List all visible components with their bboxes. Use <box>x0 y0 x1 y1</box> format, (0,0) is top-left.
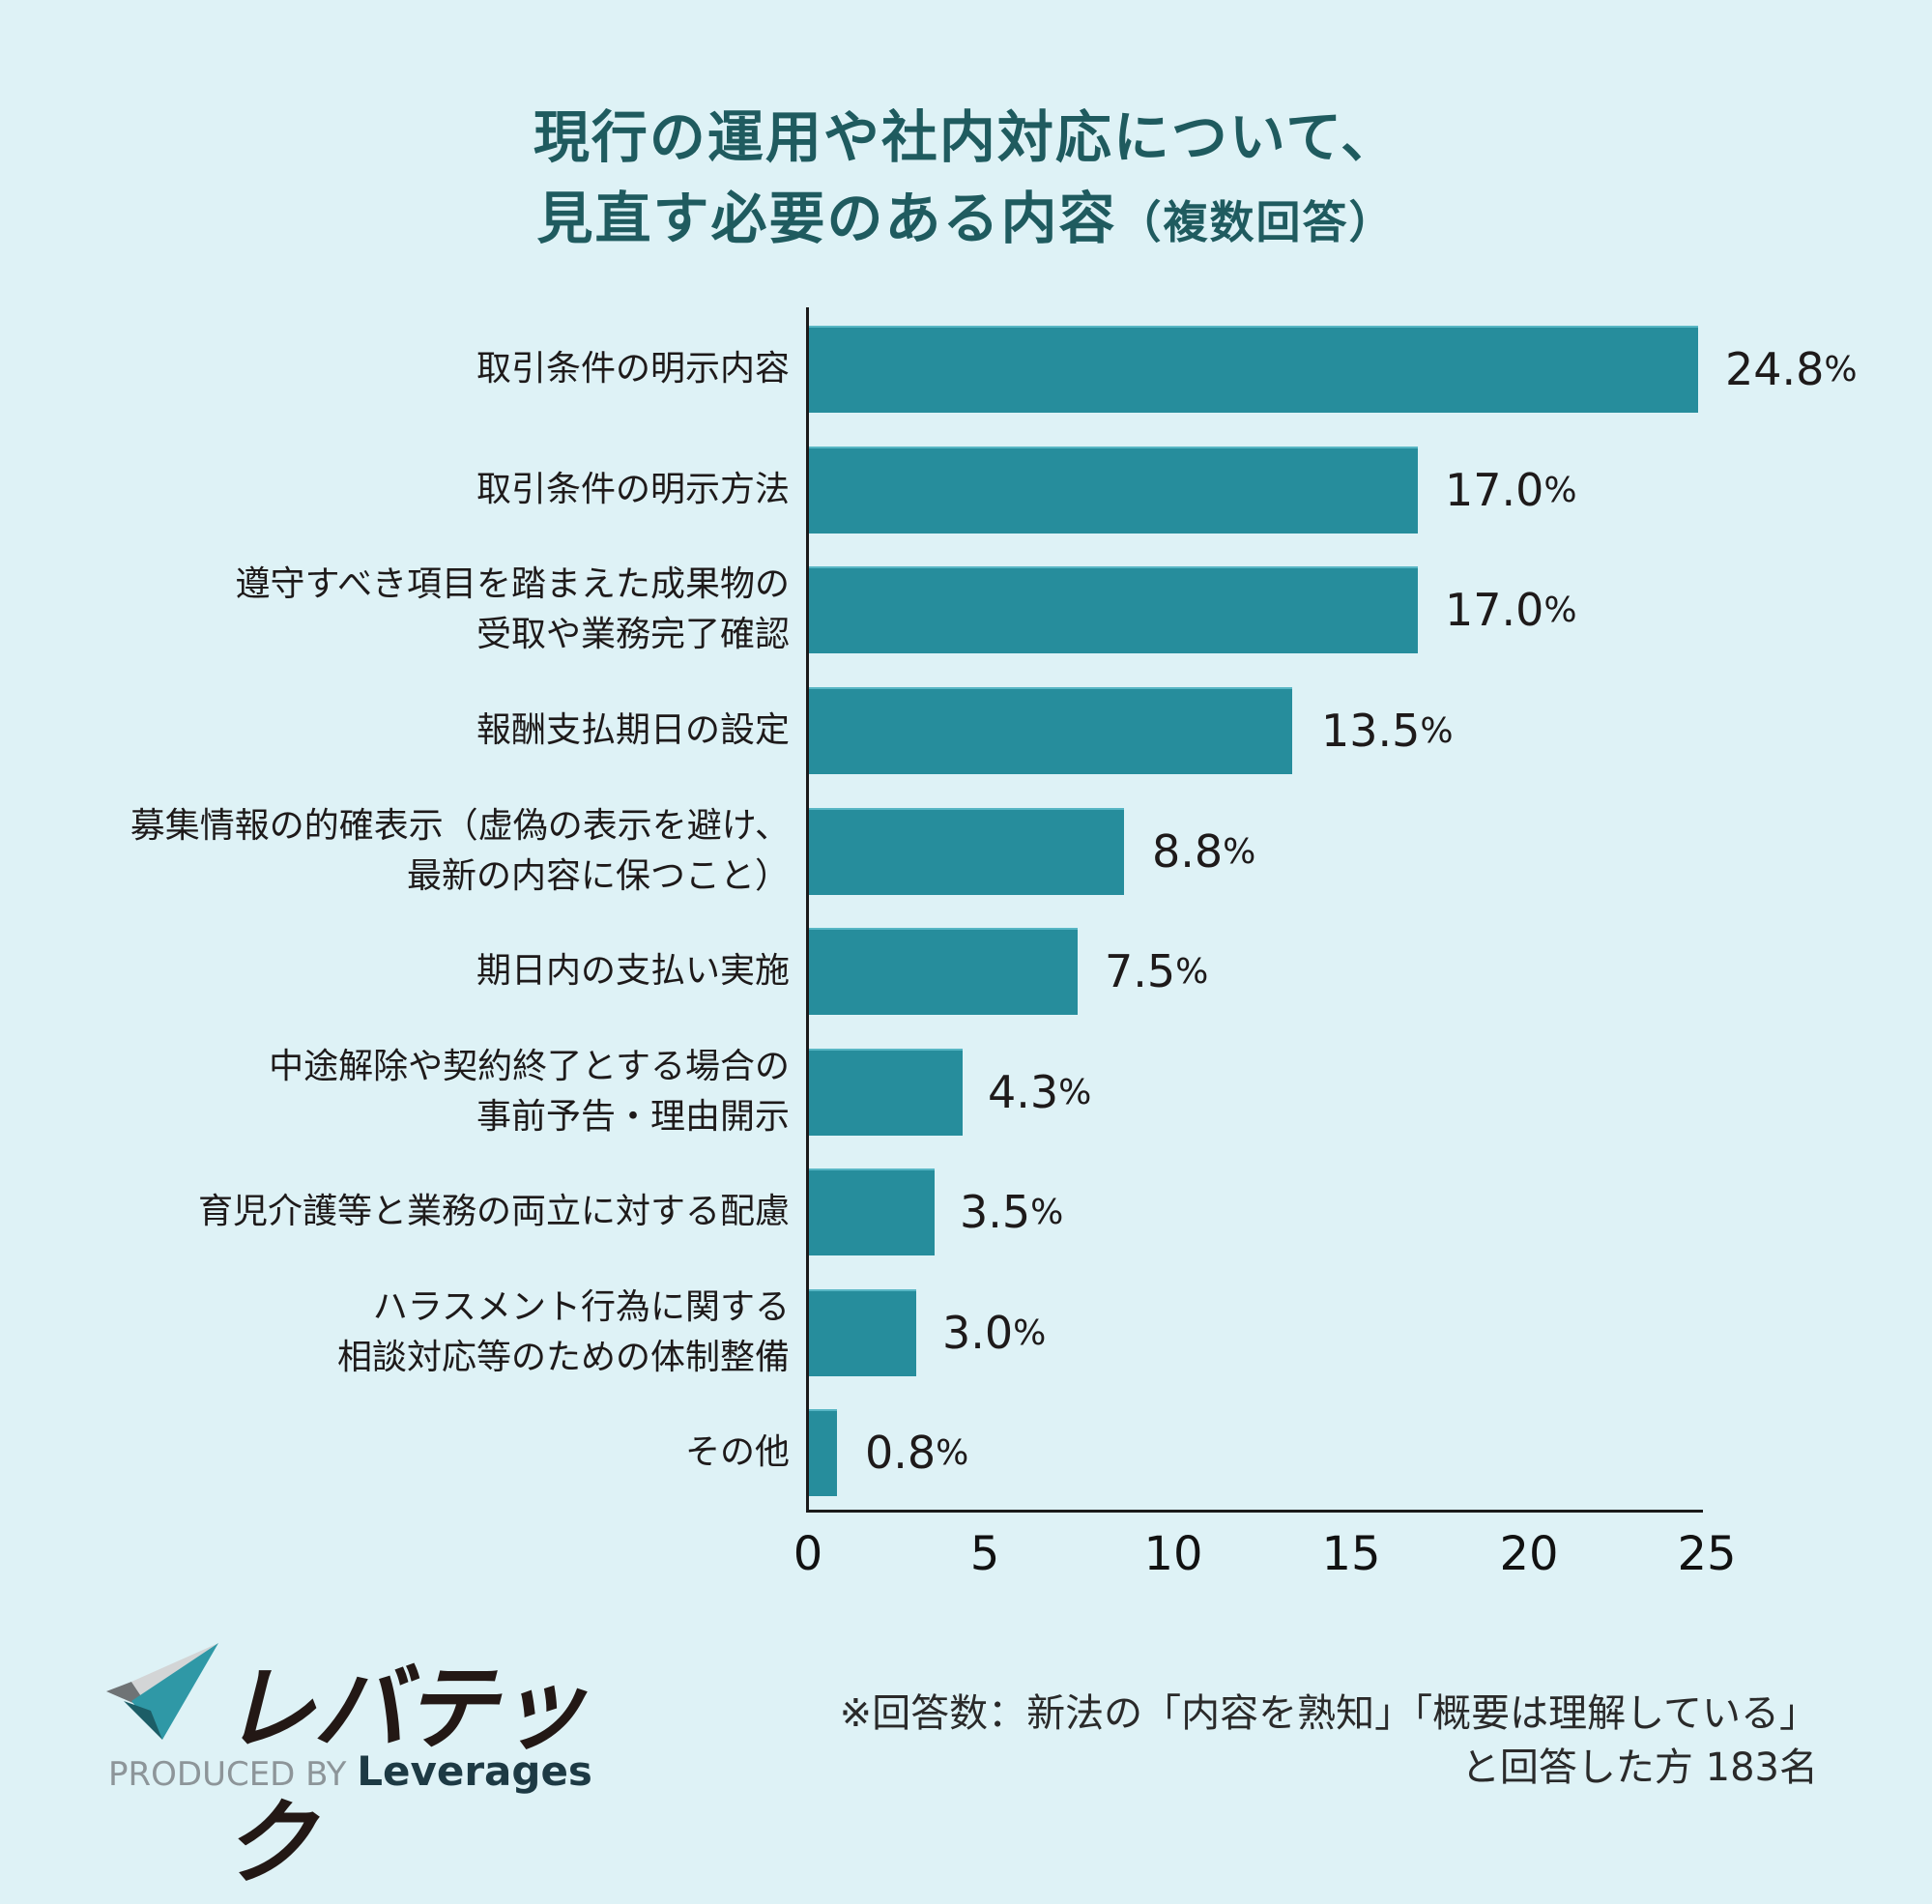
category-label: 報酬支払期日の設定 <box>476 710 790 750</box>
x-tick-label: 15 <box>1321 1527 1381 1581</box>
bar <box>809 1409 837 1496</box>
x-tick-label: 25 <box>1677 1527 1737 1581</box>
bar-chart: 取引条件の明示内容 24.8% 取引条件の明示方法 17.0% 遵守すべき項目を… <box>0 307 1932 1581</box>
x-axis-line <box>806 1510 1703 1513</box>
category-label: その他 <box>684 1432 790 1472</box>
bar <box>809 566 1418 653</box>
category-label: 遵守すべき項目を踏まえた成果物の 受取や業務完了確認 <box>235 564 790 654</box>
bar <box>809 1049 963 1136</box>
value-label: 13.5% <box>1321 705 1454 757</box>
value-label: 7.5% <box>1105 945 1209 997</box>
bar-row: その他 0.8% <box>0 1409 1932 1496</box>
category-label: 期日内の支払い実施 <box>476 951 790 991</box>
title-suffix: （複数回答） <box>1116 196 1396 248</box>
logo-wordmark: レバテック <box>222 1655 588 1897</box>
x-tick-label: 20 <box>1499 1527 1559 1581</box>
bar-row: 取引条件の明示方法 17.0% <box>0 447 1932 534</box>
bar <box>809 326 1698 413</box>
x-tick-label: 0 <box>793 1527 823 1581</box>
value-label: 17.0% <box>1445 584 1577 636</box>
y-axis-line <box>806 307 809 1513</box>
category-label: 中途解除や契約終了とする場合の 事前予告・理由開示 <box>269 1047 790 1137</box>
title-line-2: 見直す必要のある内容（複数回答） <box>536 186 1396 251</box>
value-label: 3.5% <box>960 1186 1064 1238</box>
category-label: 取引条件の明示方法 <box>476 470 790 509</box>
produced-by: PRODUCED BY Leverages <box>108 1747 592 1795</box>
bar-row: 募集情報の的確表示（虚偽の表示を避け、 最新の内容に保つこと） 8.8% <box>0 806 1932 896</box>
value-label: 8.8% <box>1152 825 1256 878</box>
bar-row: 育児介護等と業務の両立に対する配慮 3.5% <box>0 1168 1932 1255</box>
bar <box>809 928 1078 1015</box>
footnote: ※回答数：新法の「内容を熟知」「概要は理解している」 と回答した方 183名 <box>839 1691 1818 1790</box>
bar <box>809 447 1418 534</box>
value-label: 24.8% <box>1725 343 1858 395</box>
bar <box>809 687 1292 774</box>
bar <box>809 1289 916 1376</box>
company-name: Leverages <box>357 1747 592 1795</box>
value-label: 0.8% <box>865 1427 969 1479</box>
bar <box>809 808 1124 895</box>
bar-row: 中途解除や契約終了とする場合の 事前予告・理由開示 4.3% <box>0 1047 1932 1137</box>
category-label: 取引条件の明示内容 <box>476 349 790 389</box>
brand-logo: レバテック PRODUCED BY Leverages <box>106 1633 592 1897</box>
title-line-1: 現行の運用や社内対応について、 <box>533 104 1399 170</box>
value-label: 4.3% <box>988 1066 1092 1118</box>
bar-row: 報酬支払期日の設定 13.5% <box>0 687 1932 774</box>
category-label: 育児介護等と業務の両立に対する配慮 <box>197 1192 790 1231</box>
category-label: ハラスメント行為に関する 相談対応等のための体制整備 <box>336 1287 790 1377</box>
bar-row: 取引条件の明示内容 24.8% <box>0 326 1932 413</box>
bar <box>809 1168 935 1255</box>
bar-row: ハラスメント行為に関する 相談対応等のための体制整備 3.0% <box>0 1287 1932 1377</box>
value-label: 17.0% <box>1445 464 1577 516</box>
x-tick-label: 5 <box>969 1527 1000 1581</box>
x-tick-label: 10 <box>1143 1527 1203 1581</box>
category-label: 募集情報の的確表示（虚偽の表示を避け、 最新の内容に保つこと） <box>130 806 790 896</box>
chart-title: 現行の運用や社内対応について、 見直す必要のある内容（複数回答） <box>0 97 1932 263</box>
bar-row: 遵守すべき項目を踏まえた成果物の 受取や業務完了確認 17.0% <box>0 564 1932 654</box>
value-label: 3.0% <box>942 1307 1047 1359</box>
checkmark-logo-icon <box>106 1643 218 1740</box>
bar-row: 期日内の支払い実施 7.5% <box>0 928 1932 1015</box>
